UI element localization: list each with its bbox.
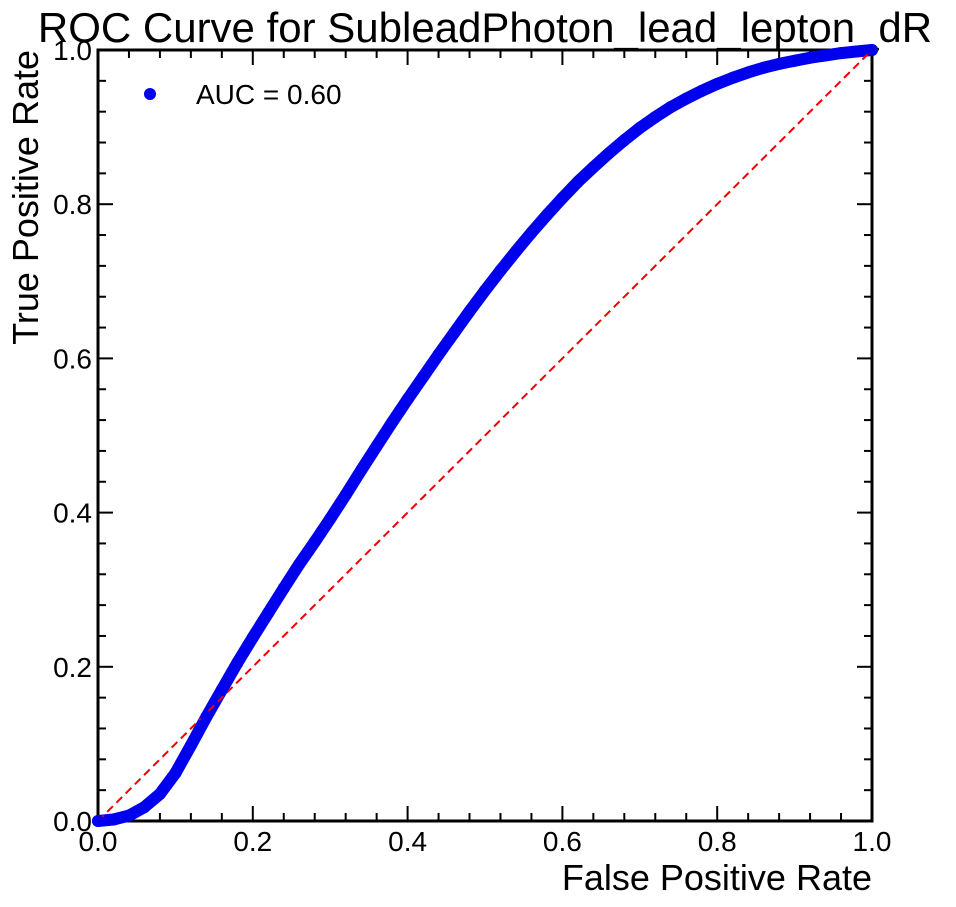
y-tick-label: 0.6 — [53, 343, 92, 374]
roc-point — [509, 245, 522, 258]
roc-point — [463, 305, 476, 318]
roc-point — [556, 192, 569, 205]
legend-marker — [144, 88, 156, 100]
roc-point — [215, 683, 228, 696]
roc-point — [138, 801, 151, 814]
x-tick-label: 0.4 — [388, 826, 427, 857]
roc-point — [788, 54, 801, 67]
roc-point — [231, 656, 244, 669]
roc-point — [587, 161, 600, 174]
y-tick-label: 0.4 — [53, 498, 92, 529]
roc-point — [386, 416, 399, 429]
roc-point — [262, 606, 275, 619]
x-tick-label: 0.0 — [79, 826, 118, 857]
roc-point — [726, 71, 739, 84]
roc-point — [293, 558, 306, 571]
roc-point — [401, 393, 414, 406]
roc-point — [107, 813, 120, 826]
roc-point — [835, 47, 848, 60]
roc-point — [773, 57, 786, 70]
roc-point — [680, 92, 693, 105]
roc-point — [804, 51, 817, 64]
x-axis-label: False Positive Rate — [562, 857, 872, 898]
roc-point — [448, 326, 461, 339]
roc-point — [246, 631, 259, 644]
legend: AUC = 0.60 — [144, 79, 342, 110]
roc-point — [525, 226, 538, 239]
roc-point — [866, 44, 878, 56]
chart-title: ROC Curve for SubleadPhoton_lead_lepton_… — [38, 4, 932, 51]
roc-point — [277, 582, 290, 595]
x-tick-label: 0.8 — [698, 826, 737, 857]
roc-point — [153, 788, 166, 801]
roc-point — [540, 208, 553, 221]
roc-point — [494, 264, 507, 277]
roc-point — [695, 84, 708, 97]
roc-point — [324, 512, 337, 525]
series-points — [92, 44, 878, 827]
roc-point — [308, 535, 321, 548]
roc-point — [200, 710, 213, 723]
roc-point — [169, 767, 182, 780]
roc-point — [602, 147, 615, 160]
roc-point — [417, 370, 430, 383]
roc-point — [819, 49, 832, 62]
roc-point — [479, 284, 491, 297]
roc-point — [355, 464, 368, 477]
y-tick-label: 0.8 — [53, 189, 92, 220]
roc-point — [633, 121, 646, 134]
y-axis-label: True Positive Rate — [5, 50, 46, 345]
roc-point — [649, 111, 662, 124]
axis-tick-labels: 0.0 0.2 0.4 0.6 0.8 1.0 0.0 0.2 0.4 0.6 0.8 1.0 — [53, 35, 891, 857]
random-guess-line — [97, 49, 873, 822]
roc-point — [664, 101, 677, 114]
roc-point — [757, 61, 770, 74]
x-tick-label: 1.0 — [853, 826, 892, 857]
y-tick-label: 1.0 — [53, 35, 92, 66]
roc-point — [339, 488, 352, 501]
y-tick-label: 0.0 — [53, 806, 92, 837]
axis-ticks — [97, 49, 873, 822]
x-tick-label: 0.6 — [543, 826, 582, 857]
roc-point — [370, 440, 383, 453]
x-tick-label: 0.2 — [233, 826, 272, 857]
roc-point — [92, 815, 104, 827]
roc-point — [184, 739, 197, 752]
roc-point — [432, 348, 445, 361]
legend-label: AUC = 0.60 — [196, 79, 342, 110]
roc-point — [571, 175, 584, 188]
plot-frame — [96, 48, 874, 823]
roc-point — [742, 66, 755, 79]
roc-point — [122, 809, 135, 822]
roc-point — [711, 77, 724, 90]
y-tick-label: 0.2 — [53, 652, 92, 683]
series-lines — [92, 44, 878, 827]
roc-point — [850, 45, 863, 58]
roc-point — [618, 134, 631, 147]
